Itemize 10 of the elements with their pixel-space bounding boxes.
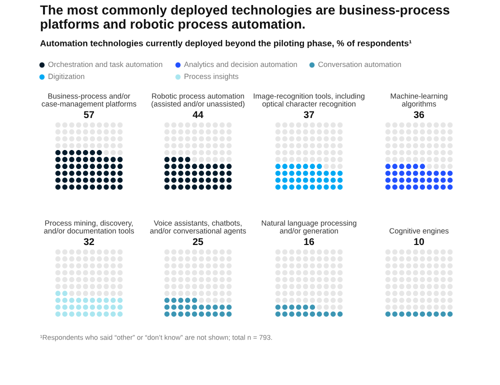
text: Automation technologies currently deployed beyond the piloting phase, % of respondents¹ — [40, 40, 412, 48]
data-label: 32 — [84, 238, 94, 246]
data-label: 10 — [414, 238, 424, 246]
data-label: 16 — [304, 238, 314, 246]
data-label: 37 — [304, 111, 314, 118]
data-label: 36 — [414, 111, 424, 118]
data-label: 44 — [192, 111, 204, 118]
text: The most commonly deployed technologies are business-process platforms and robotic process automation. — [40, 5, 450, 32]
data-label: 25 — [192, 238, 204, 246]
data-label: 57 — [84, 111, 94, 118]
